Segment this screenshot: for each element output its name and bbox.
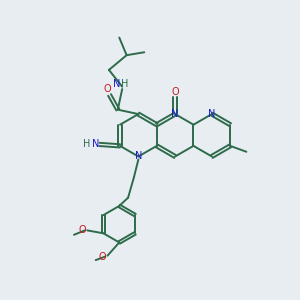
Text: N: N [208,109,215,119]
Text: H: H [122,79,129,89]
Text: N: N [92,139,99,149]
Text: N: N [112,79,120,89]
Text: H: H [83,139,90,149]
Text: N: N [135,152,142,161]
Text: O: O [103,84,111,94]
Text: N: N [171,109,179,119]
Text: O: O [79,225,86,235]
Text: O: O [99,252,106,262]
Text: O: O [171,87,179,97]
